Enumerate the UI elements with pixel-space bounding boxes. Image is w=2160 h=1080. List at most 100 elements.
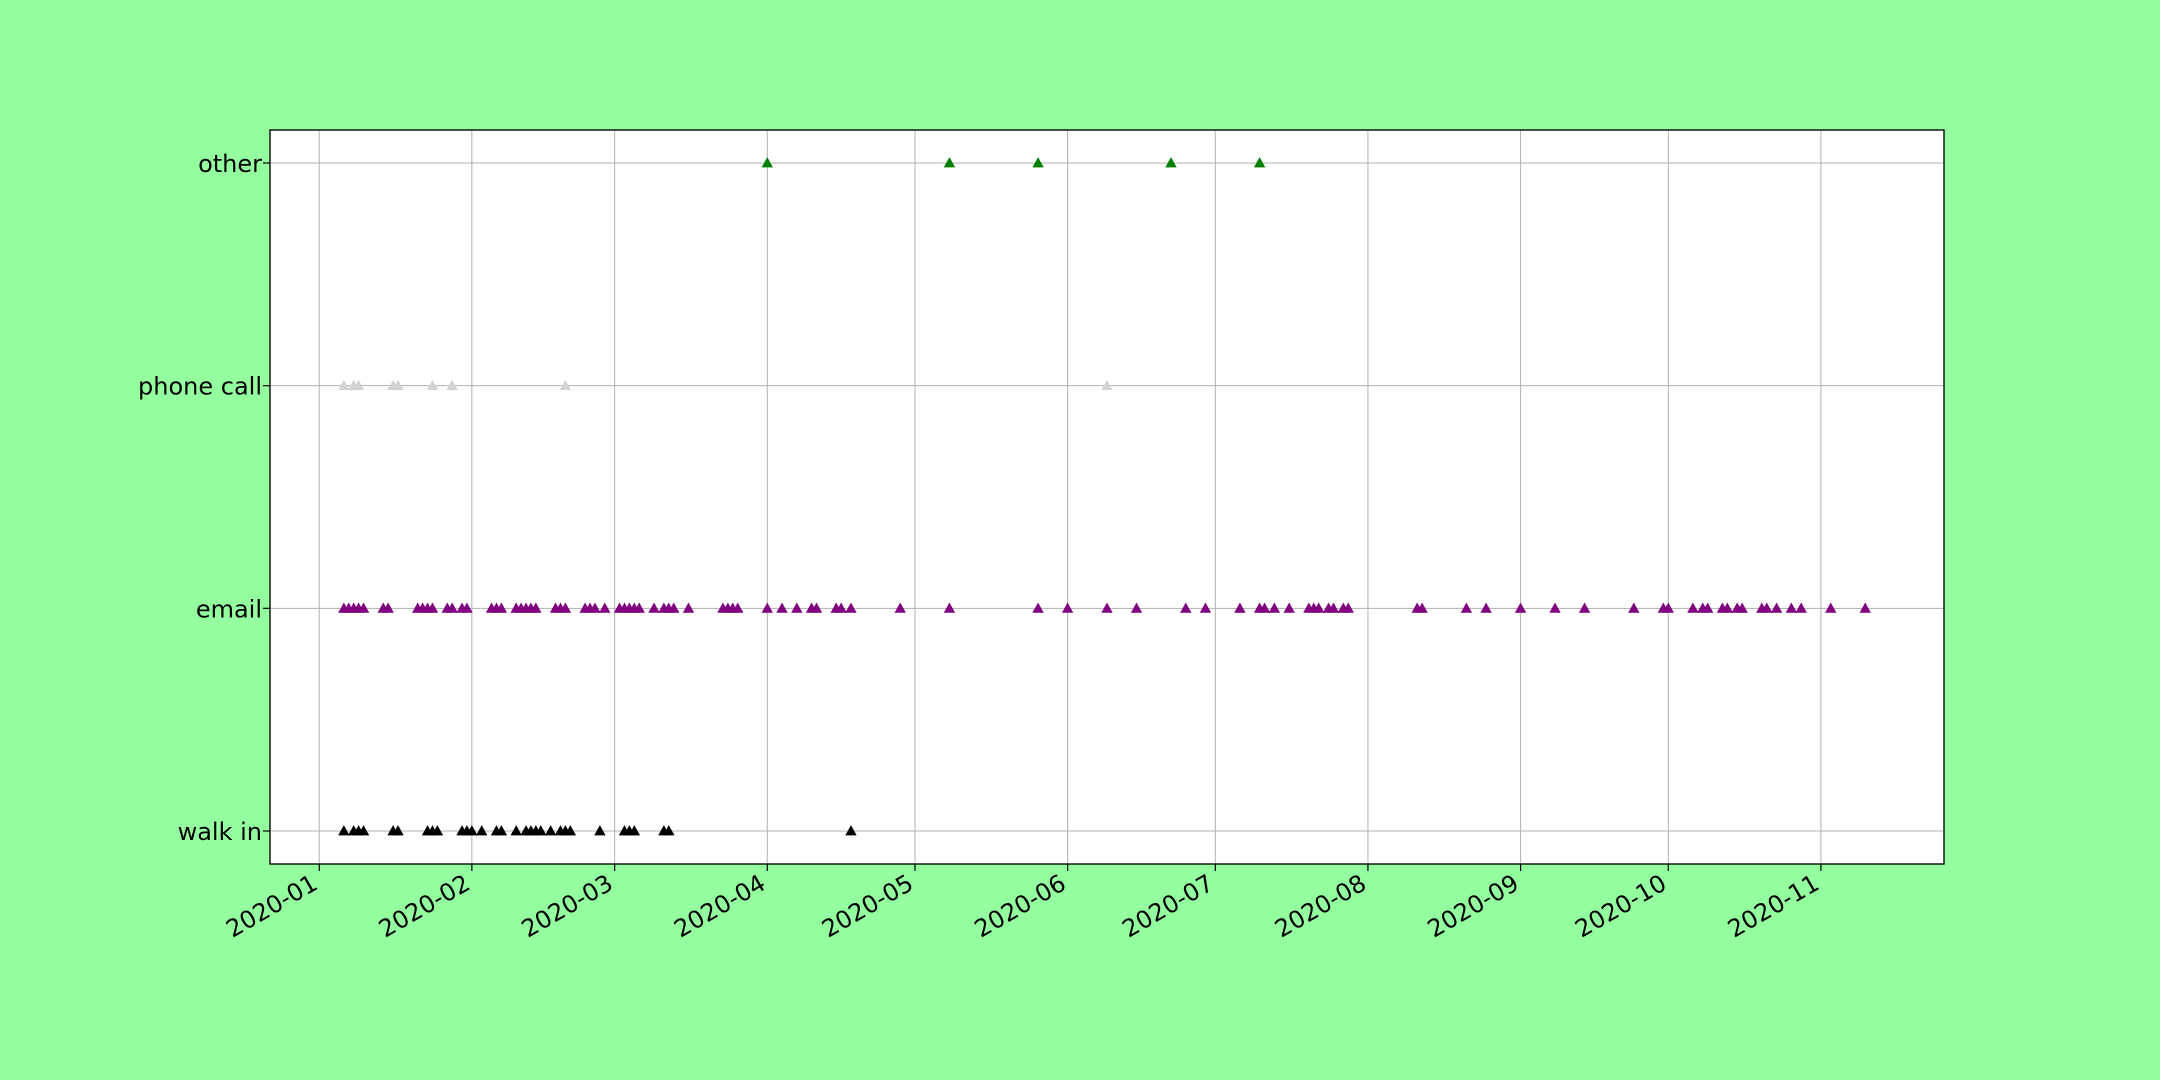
data-markers [338,157,1871,836]
x-tick-label: 2020-01 [221,869,322,943]
series-other [761,157,1266,168]
data-point [357,602,370,613]
y-tick-label: phone call [138,373,262,401]
data-point [357,825,370,836]
data-point [1859,602,1871,613]
data-point [1342,602,1354,613]
data-point [1628,602,1640,613]
data-point [1721,602,1734,613]
x-tick-label: 2020-07 [1117,869,1218,943]
data-point [1770,602,1783,613]
data-point [392,825,404,836]
data-point [1701,602,1714,613]
x-tick-label: 2020-10 [1570,869,1671,943]
data-point [426,379,439,391]
data-point [1234,602,1246,613]
data-point [495,825,508,836]
data-point [791,602,803,613]
data-point [535,825,547,836]
data-point [1032,157,1044,168]
data-point [392,379,404,391]
data-point [510,825,522,836]
data-point [594,825,606,836]
data-point [544,825,557,836]
data-point [599,602,611,613]
data-point [943,602,956,613]
x-tick-label: 2020-03 [517,869,618,943]
data-point [446,379,458,391]
data-point [1460,602,1473,613]
data-point [943,157,956,168]
series-phone-call [338,379,1113,391]
data-point [1662,602,1674,613]
data-point [446,602,458,613]
y-tick-label: walk in [178,818,262,846]
data-point [810,602,823,613]
data-point [1514,602,1527,613]
data-point [1258,602,1271,613]
data-point [732,602,744,613]
data-point [1032,602,1044,613]
data-point [559,379,572,391]
data-point [1268,602,1281,613]
data-point [1795,602,1807,613]
data-point [1736,602,1748,613]
series-email [338,602,1871,613]
data-point [776,602,788,613]
data-point [1327,602,1340,613]
data-point [461,602,473,613]
x-tick-label: 2020-02 [374,869,475,943]
axes-frame-background [269,129,1945,865]
data-point [1578,602,1591,613]
data-point [589,602,601,613]
data-point [1130,602,1143,613]
data-point [845,602,857,613]
data-point [668,602,680,613]
data-point [426,602,439,613]
data-point [1283,602,1295,613]
data-point [1199,602,1212,613]
data-point [1061,602,1074,613]
data-point [1416,602,1428,613]
data-point [1825,602,1837,613]
data-point [1761,602,1773,613]
x-tick-label: 2020-05 [817,869,918,943]
data-point [845,825,857,836]
series-walk-in [338,825,857,836]
data-point [1253,157,1266,168]
data-point [1313,602,1325,613]
y-tick-label: other [198,150,262,178]
data-point [352,379,365,391]
y-tick-label: email [196,595,262,623]
data-point [1101,379,1113,391]
data-point [338,379,350,391]
data-point [1785,602,1798,613]
data-point [530,602,542,613]
data-point [1549,602,1561,613]
data-point [495,602,508,613]
data-point [761,157,773,168]
data-point [663,825,675,836]
x-tick-label: 2020-11 [1723,869,1824,943]
data-point [1687,602,1699,613]
data-point [628,825,641,836]
data-point [761,602,773,613]
axes-frame-border [269,129,1945,865]
data-point [1180,602,1192,613]
x-tick-label: 2020-08 [1270,869,1371,943]
data-point [559,602,572,613]
x-tick-label: 2020-09 [1423,869,1524,943]
data-point [835,602,847,613]
data-point [1480,602,1492,613]
data-point [1101,602,1113,613]
data-point [1165,157,1177,168]
data-point [476,825,488,836]
data-point [633,602,645,613]
data-point [648,602,660,613]
data-point [466,825,478,836]
x-tick-label: 2020-06 [970,869,1071,943]
data-point [431,825,444,836]
data-point [382,602,394,613]
data-point [682,602,695,613]
